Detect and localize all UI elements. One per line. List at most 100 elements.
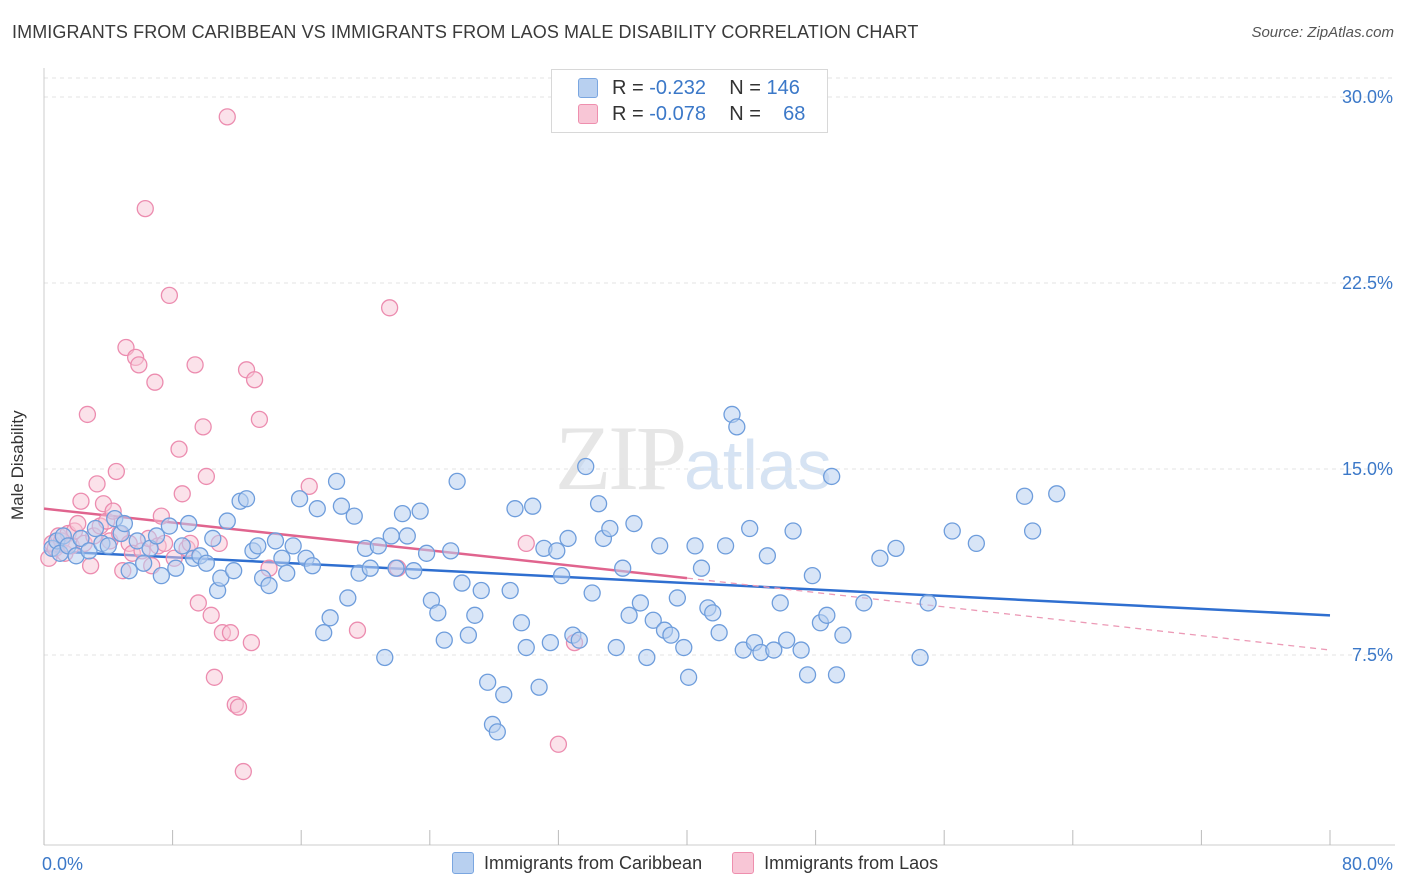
watermark-logo: ZIPatlas xyxy=(555,407,832,509)
caribbean-point xyxy=(135,554,153,572)
caribbean-point xyxy=(704,604,722,622)
caribbean-point xyxy=(382,527,400,545)
caribbean-point xyxy=(638,648,656,667)
laos-point xyxy=(380,299,399,317)
laos-point xyxy=(81,557,100,575)
caribbean-point xyxy=(393,504,412,523)
caribbean-point xyxy=(128,532,146,550)
laos-point xyxy=(218,108,236,126)
legend-row-caribbean: R = -0.232 N = 146 xyxy=(578,75,800,101)
caribbean-point xyxy=(115,514,134,533)
caribbean-point xyxy=(552,566,571,585)
laos-point xyxy=(245,371,264,389)
caribbean-point xyxy=(601,519,619,538)
caribbean-point xyxy=(488,723,506,741)
series-legend: Immigrants from Caribbean Immigrants fro… xyxy=(452,852,938,874)
laos-point xyxy=(194,418,212,436)
caribbean-point xyxy=(771,594,789,612)
caribbean-point xyxy=(212,569,230,587)
caribbean-point xyxy=(651,537,669,555)
caribbean-point xyxy=(607,638,625,657)
caribbean-point xyxy=(710,624,728,642)
caribbean-point xyxy=(417,544,436,562)
laos-point xyxy=(72,492,90,510)
caribbean-swatch-icon xyxy=(578,78,598,98)
caribbean-point xyxy=(448,472,466,491)
laos-point xyxy=(107,462,125,481)
caribbean-point xyxy=(398,527,416,545)
caribbean-point xyxy=(798,666,817,684)
caribbean-point xyxy=(278,564,296,582)
caribbean-point xyxy=(472,581,490,600)
caribbean-point xyxy=(315,624,333,642)
caribbean-point xyxy=(559,529,577,548)
caribbean-point xyxy=(303,557,322,575)
laos-point xyxy=(205,668,224,686)
caribbean-point xyxy=(686,537,704,555)
laos-point xyxy=(130,356,148,374)
caribbean-point xyxy=(147,527,166,545)
caribbean-point xyxy=(517,638,535,657)
caribbean-point xyxy=(827,666,846,684)
caribbean-point xyxy=(339,589,357,607)
laos-trend-extension xyxy=(686,577,1331,651)
caribbean-point xyxy=(218,512,236,530)
caribbean-point xyxy=(818,606,836,624)
r-value: -0.232 xyxy=(649,76,706,99)
caribbean-point xyxy=(435,631,453,649)
caribbean-point xyxy=(453,574,471,592)
caribbean-point xyxy=(778,631,796,649)
caribbean-point xyxy=(237,490,256,508)
laos-point xyxy=(197,467,216,486)
caribbean-point xyxy=(943,522,961,540)
laos-point xyxy=(146,373,164,391)
caribbean-point xyxy=(120,562,138,580)
caribbean-point xyxy=(1048,485,1066,503)
laos-point xyxy=(300,477,318,496)
caribbean-point xyxy=(871,549,889,567)
caribbean-point xyxy=(887,539,905,558)
y-tick-label: 22.5% xyxy=(1342,273,1393,293)
caribbean-point xyxy=(479,673,497,691)
caribbean-point xyxy=(197,554,216,572)
caribbean-point xyxy=(919,594,937,612)
caribbean-point xyxy=(541,633,560,652)
caribbean-point xyxy=(180,514,198,533)
caribbean-point xyxy=(728,418,746,436)
caribbean-point xyxy=(495,686,513,704)
laos-point xyxy=(348,621,367,639)
laos-point xyxy=(221,624,240,642)
caribbean-point xyxy=(173,537,191,555)
n-value: 68 xyxy=(783,102,806,125)
laos-point xyxy=(69,514,87,533)
caribbean-point xyxy=(225,562,243,580)
legend-row-laos: R = -0.078 N = 68 xyxy=(578,101,805,127)
caribbean-point xyxy=(266,532,285,550)
caribbean-point xyxy=(405,562,423,580)
caribbean-point xyxy=(273,549,291,567)
laos-point xyxy=(229,698,248,716)
caribbean-point xyxy=(1015,487,1034,505)
data-points xyxy=(40,108,1066,781)
caribbean-point xyxy=(387,559,405,577)
caribbean-point xyxy=(631,594,650,612)
caribbean-point xyxy=(614,559,632,577)
caribbean-point xyxy=(501,581,519,600)
caribbean-point xyxy=(411,502,429,520)
laos-point xyxy=(234,762,252,781)
laos-point xyxy=(189,594,207,612)
r-label: R = xyxy=(612,102,644,125)
laos-point xyxy=(88,475,106,493)
caribbean-point xyxy=(260,576,278,595)
caribbean-point xyxy=(332,497,351,515)
laos-point xyxy=(160,286,179,305)
laos-point xyxy=(170,440,188,458)
caribbean-point xyxy=(625,514,643,533)
caribbean-point xyxy=(345,507,363,525)
n-label: N = xyxy=(729,76,761,99)
laos-swatch-icon xyxy=(578,104,598,124)
caribbean-point xyxy=(583,584,601,602)
caribbean-point xyxy=(784,522,802,540)
caribbean-point xyxy=(792,641,810,659)
correlation-legend: R = -0.232 N = 146 R = -0.078 N = 68 xyxy=(551,69,828,133)
